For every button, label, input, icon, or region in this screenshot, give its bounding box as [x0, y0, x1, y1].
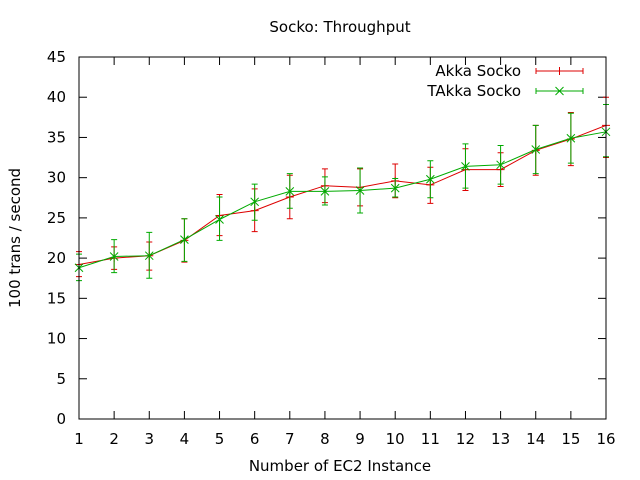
x-tick-label: 7: [285, 430, 295, 448]
y-tick-label: 20: [47, 249, 66, 267]
data-point: [496, 160, 505, 170]
data-point: [531, 145, 541, 154]
legend-marker: [555, 86, 564, 96]
data-point: [215, 215, 224, 224]
plot-frame: [78, 56, 607, 420]
y-tick-label: 5: [56, 370, 66, 388]
y-tick-label: 25: [47, 209, 66, 227]
x-tick-label: 8: [320, 430, 330, 448]
y-axis-label: 100 trans / second: [6, 168, 24, 308]
x-tick-label: 5: [215, 430, 225, 448]
x-tick-label: 9: [355, 430, 365, 448]
x-tick-label: 16: [596, 430, 615, 448]
data-point: [425, 174, 435, 184]
x-tick-label: 14: [526, 430, 545, 448]
x-tick-label: 12: [456, 430, 475, 448]
x-tick-label: 1: [74, 430, 84, 448]
x-tick-label: 2: [109, 430, 119, 448]
legend: Akka Socko TAkka Socko: [426, 62, 584, 100]
x-tick-label: 10: [386, 430, 405, 448]
y-tick-label: 15: [47, 289, 66, 307]
series-line: [78, 124, 607, 266]
x-tick-label: 4: [180, 430, 190, 448]
error-bar: [216, 196, 223, 241]
data-point: [461, 162, 470, 171]
chart-title: Socko: Throughput: [269, 18, 410, 36]
legend-marker: [555, 67, 564, 75]
data-point: [355, 186, 365, 195]
x-tick-label: 3: [144, 430, 154, 448]
y-tick-label: 0: [56, 410, 66, 428]
legend-label: Akka Socko: [435, 62, 521, 80]
y-tick-label: 45: [47, 48, 66, 66]
data-point: [390, 183, 400, 193]
series-akka-socko: [75, 96, 610, 278]
data-point: [285, 186, 295, 196]
y-tick-label: 35: [47, 128, 66, 146]
y-tick-label: 10: [47, 330, 66, 348]
data-point: [566, 133, 576, 143]
data-point: [250, 197, 260, 207]
series-line: [78, 131, 607, 269]
data-point: [144, 251, 154, 261]
data-point: [320, 186, 330, 196]
data-point: [109, 252, 119, 261]
x-tick-label: 15: [561, 430, 580, 448]
x-tick-label: 6: [250, 430, 260, 448]
x-axis-label: Number of EC2 Instance: [249, 457, 431, 475]
x-tick-label: 11: [421, 430, 440, 448]
series-takka-socko: [74, 103, 611, 282]
legend-label: TAkka Socko: [426, 82, 521, 100]
series-layer: [74, 96, 611, 282]
data-point: [180, 235, 189, 244]
y-tick-label: 40: [47, 88, 66, 106]
x-tick-label: 13: [491, 430, 510, 448]
y-tick-label: 30: [47, 169, 66, 187]
